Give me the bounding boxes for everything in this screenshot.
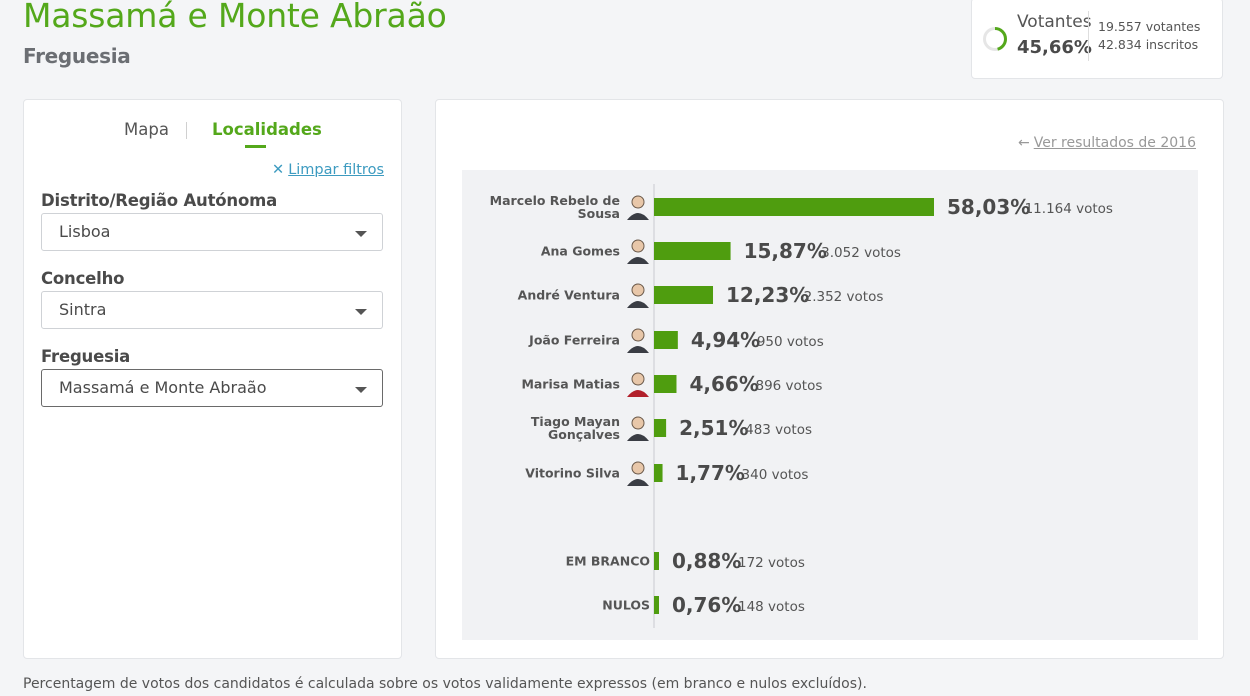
value-label: 4,94% [691,328,760,352]
chevron-down-icon [355,309,367,315]
data-bar [654,331,678,349]
municipality-select[interactable]: Sintra [41,291,383,329]
registered-count: 42.834 inscritos [1098,37,1199,52]
turnout-label: Votantes [1017,12,1092,32]
votes-label: 148 votos [738,599,805,615]
votes-label: 340 votos [742,467,809,483]
municipality-label: Concelho [41,269,125,288]
filter-panel: Mapa Localidades ✕ Limpar filtros Distrit… [23,99,402,659]
value-label: 0,88% [672,549,741,573]
candidate-label: Tiago Mayan Gonçalves [531,414,620,442]
turnout-percent: 45,66% [1017,37,1092,58]
data-bar [654,242,731,260]
tab-localidades[interactable]: Localidades [212,120,322,139]
data-bar [654,552,659,570]
votes-label: 483 votos [745,422,812,438]
close-icon: ✕ [272,162,285,178]
district-label: Distrito/Região Autónoma [41,191,278,210]
footnote: Percentagem de votos dos candidatos é ca… [23,676,867,692]
candidate-label: NULOS [602,598,650,613]
votes-label: 3.052 votos [821,245,901,261]
turnout-card: Votantes 45,66% 19.557 votantes 42.834 i… [971,0,1223,79]
turnout-divider [1088,11,1089,61]
chevron-down-icon [355,387,367,393]
voters-count: 19.557 votantes [1098,19,1201,34]
results-chart: Marcelo Rebelo de Sousa 58,03%11.164 votos… [490,184,1113,628]
candidate-label: Marisa Matias [521,377,620,392]
candidate-label: João Ferreira [528,333,620,348]
clear-filters-link[interactable]: ✕ Limpar filtros [272,162,384,178]
votes-label: 2.352 votos [804,289,884,305]
data-bar [654,596,659,614]
data-bar [654,464,663,482]
value-label: 0,76% [672,593,741,617]
active-tab-indicator [245,145,266,148]
previous-results-label: Ver resultados de 2016 [1033,135,1196,151]
candidate-label: Marcelo Rebelo de Sousa [490,193,620,221]
candidate-label: André Ventura [518,288,620,303]
clear-filters-label: Limpar filtros [288,162,384,178]
parish-select[interactable]: Massamá e Monte Abraão [41,369,383,407]
candidate-photo-icon [627,461,649,486]
parish-value: Massamá e Monte Abraão [59,378,267,397]
page-subtitle: Freguesia [23,44,131,68]
municipality-value: Sintra [59,300,107,319]
district-value: Lisboa [59,222,111,241]
votes-label: 950 votos [757,334,824,350]
value-label: 15,87% [744,239,827,263]
tab-divider [186,122,187,139]
candidate-photo-icon [627,195,649,220]
candidate-photo-icon [627,416,649,441]
value-label: 4,66% [689,372,758,396]
results-panel: ← Ver resultados de 2016 Marcelo Rebelo d… [435,99,1224,659]
candidate-photo-icon [627,372,649,397]
chevron-down-icon [355,231,367,237]
candidate-label: Ana Gomes [541,244,620,259]
candidate-label: Vitorino Silva [525,466,620,481]
tab-mapa[interactable]: Mapa [124,120,169,139]
district-select[interactable]: Lisboa [41,213,383,251]
value-label: 2,51% [679,416,748,440]
value-label: 12,23% [726,283,809,307]
value-label: 1,77% [676,461,745,485]
data-bar [654,375,677,393]
data-bar [654,286,714,304]
parish-label: Freguesia [41,347,131,366]
votes-label: 172 votos [738,555,805,571]
votes-label: 896 votos [755,378,822,394]
turnout-ring-icon [983,27,1007,51]
votes-label: 11.164 votos [1025,201,1113,217]
previous-results-link[interactable]: ← Ver resultados de 2016 [1018,135,1196,151]
candidate-photo-icon [627,328,649,353]
candidate-photo-icon [627,239,649,264]
data-bar [654,198,934,216]
candidate-photo-icon [627,283,649,308]
chart-area: Marcelo Rebelo de Sousa 58,03% 11.164 votos… [462,170,1198,640]
arrow-left-icon: ← [1017,135,1030,151]
data-bar [654,419,667,437]
page-title: Massamá e Monte Abraão [23,0,447,35]
value-label: 58,03% [947,195,1030,219]
candidate-label: EM BRANCO [566,554,650,569]
